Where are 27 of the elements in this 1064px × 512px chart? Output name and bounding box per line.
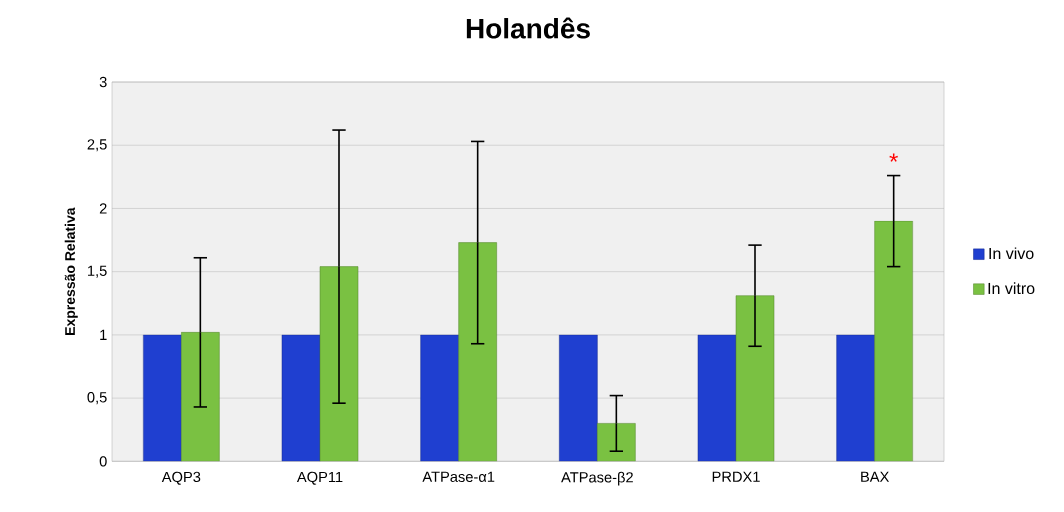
bar xyxy=(458,242,497,462)
y-tick-label: 2 xyxy=(99,203,107,214)
y-tick-label: 1,5 xyxy=(88,265,107,278)
bar xyxy=(559,334,598,462)
x-tick-label: PRDX1 xyxy=(712,471,760,482)
bar xyxy=(697,334,737,462)
x-tick-label: BAX xyxy=(861,471,890,482)
x-tick-label: AQP3 xyxy=(161,471,201,485)
bar xyxy=(281,334,321,462)
y-tick-label: 3 xyxy=(99,76,107,88)
y-tick-label: 2,5 xyxy=(87,139,107,152)
x-tick-label: ATPase-β2 xyxy=(561,471,633,486)
bar xyxy=(735,295,775,462)
bar xyxy=(143,334,182,462)
bar xyxy=(836,334,875,462)
legend-label: In vivo xyxy=(989,247,1034,260)
y-tick-label: 0,5 xyxy=(87,392,107,405)
bar xyxy=(874,220,913,462)
legend-label: In vitro xyxy=(988,282,1035,295)
x-tick-label: ATPase-α1 xyxy=(422,471,495,482)
y-tick-label: 0 xyxy=(99,456,107,467)
x-tick-label: AQP11 xyxy=(296,471,343,485)
y-axis-title: Expressão Relativa xyxy=(64,207,78,335)
bar xyxy=(420,334,459,462)
chart-title: Holandês xyxy=(466,17,590,39)
y-tick-label: 1 xyxy=(100,329,107,340)
annotation: * xyxy=(889,153,898,162)
